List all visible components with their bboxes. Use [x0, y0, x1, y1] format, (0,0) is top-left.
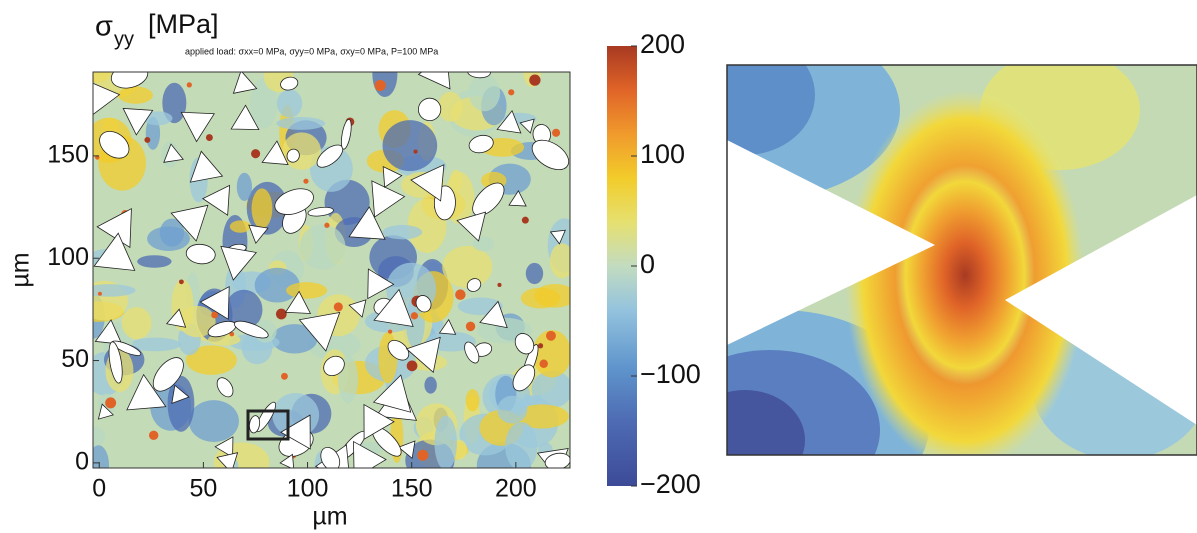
stress-spot — [529, 75, 540, 86]
x-tick-label: 200 — [495, 475, 537, 503]
field-patch — [466, 389, 480, 411]
stress-spot — [411, 312, 418, 319]
stress-spot — [522, 217, 529, 224]
field-patch — [383, 225, 423, 239]
stress-spot — [407, 361, 418, 372]
title: σ — [95, 11, 113, 43]
colorbar-tick-label: 200 — [640, 29, 685, 59]
field-patch — [237, 173, 252, 201]
field-patch — [118, 87, 153, 104]
x-tick-label: 100 — [287, 475, 329, 503]
field-patch — [252, 188, 273, 228]
field-patch — [526, 263, 543, 284]
field-patch — [497, 396, 527, 424]
stress-spot — [98, 292, 102, 296]
stress-spot — [538, 343, 543, 348]
stress-spot — [324, 223, 329, 228]
y-axis-label: µm — [7, 252, 35, 287]
stress-spot — [144, 137, 150, 143]
stress-spot — [187, 82, 192, 87]
stress-spot — [179, 279, 184, 284]
colorbar-tick-label: −200 — [640, 469, 701, 499]
colorbar-tick-label: −100 — [640, 359, 701, 389]
stress-spot — [497, 283, 501, 287]
zoom-panel — [620, 20, 1197, 530]
field-patch — [277, 89, 302, 117]
field-patch — [286, 282, 327, 298]
stress-spot — [546, 331, 556, 341]
field-patch — [189, 400, 239, 442]
stress-spot — [206, 134, 213, 141]
stress-spot — [414, 150, 418, 154]
field-patch — [230, 220, 251, 232]
x-axis-label: µm — [312, 503, 347, 531]
field-patch — [83, 284, 136, 296]
y-tick-label: 100 — [47, 243, 89, 271]
stress-spot — [417, 450, 428, 461]
field-patch — [147, 226, 190, 250]
stress-spot — [251, 149, 260, 158]
subtitle: applied load: σxx=0 MPa, σyy=0 MPa, σxy=… — [185, 46, 438, 56]
field-patch — [521, 288, 560, 309]
field-patch — [434, 416, 457, 470]
field-patch — [424, 377, 436, 394]
field-patch — [469, 74, 500, 111]
figure: σ yy [MPa] applied load: σxx=0 MPa, σyy=… — [0, 0, 1197, 533]
field-patch — [505, 422, 537, 471]
field-patch — [383, 120, 438, 171]
stress-spot — [388, 329, 392, 333]
stress-spot — [276, 309, 287, 320]
stress-spot — [149, 431, 158, 440]
field-patch — [438, 92, 463, 122]
y-tick-label: 50 — [61, 345, 89, 373]
stress-spot — [540, 360, 548, 368]
stress-spot — [455, 289, 465, 299]
x-tick-label: 150 — [391, 475, 433, 503]
stress-spot — [466, 322, 475, 331]
stress-spot — [508, 89, 514, 95]
x-tick-label: 0 — [92, 475, 106, 503]
stress-spot — [334, 302, 343, 311]
stress-spot — [281, 373, 288, 380]
title-subscript: yy — [114, 28, 134, 50]
y-tick-label: 150 — [47, 141, 89, 169]
stress-spot — [552, 129, 560, 137]
field-patch — [442, 246, 492, 288]
title-unit: [MPa] — [148, 9, 219, 39]
field-patch — [378, 332, 397, 383]
y-tick-label: 0 — [75, 447, 89, 475]
colorbar-tick-label: 0 — [640, 249, 655, 279]
field-patch — [122, 307, 152, 339]
stress-map — [71, 48, 581, 488]
field-patch — [137, 255, 171, 268]
stress-spot — [303, 179, 308, 184]
field-patch — [372, 52, 397, 97]
stress-spot — [375, 80, 386, 91]
stress-spot — [105, 397, 116, 408]
field-patch — [299, 224, 345, 269]
x-tick-label: 50 — [189, 475, 217, 503]
field-patch — [277, 117, 326, 130]
colorbar-tick-label: 100 — [640, 139, 685, 169]
